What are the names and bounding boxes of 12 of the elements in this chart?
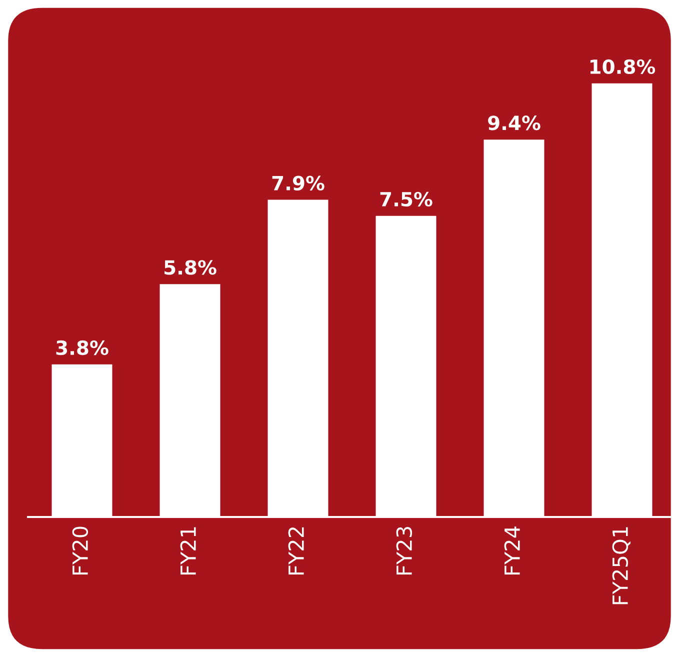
x-tick-label: FY20 [72,526,88,575]
data-label: 3.8% [56,340,108,356]
x-tick-label: FY24 [504,526,520,575]
data-label: 10.8% [590,59,656,74]
data-label: 5.8% [164,260,216,275]
data-label: 7.5% [380,192,432,207]
data-label: 7.9% [272,176,324,190]
x-tick-label: FY23 [396,527,412,575]
x-tick-label: FY21 [180,527,196,575]
x-tick-label: FY25Q1 [612,527,630,604]
x-tick-label: FY22 [288,527,304,575]
data-label: 9.4% [488,116,540,130]
